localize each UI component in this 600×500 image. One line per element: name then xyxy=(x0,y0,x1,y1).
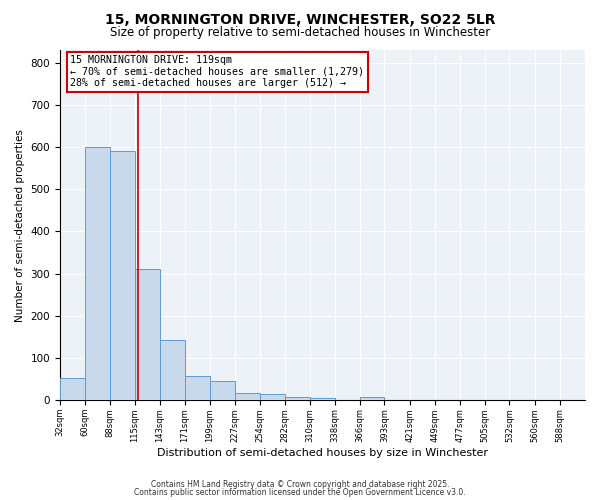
Bar xyxy=(235,393,260,400)
Text: 15 MORNINGTON DRIVE: 119sqm
← 70% of semi-detached houses are smaller (1,279)
28: 15 MORNINGTON DRIVE: 119sqm ← 70% of sem… xyxy=(70,56,364,88)
Bar xyxy=(210,382,235,400)
Bar xyxy=(110,152,134,400)
X-axis label: Distribution of semi-detached houses by size in Winchester: Distribution of semi-detached houses by … xyxy=(157,448,488,458)
Text: Size of property relative to semi-detached houses in Winchester: Size of property relative to semi-detach… xyxy=(110,26,490,39)
Text: Contains HM Land Registry data © Crown copyright and database right 2025.: Contains HM Land Registry data © Crown c… xyxy=(151,480,449,489)
Text: Contains public sector information licensed under the Open Government Licence v3: Contains public sector information licen… xyxy=(134,488,466,497)
Bar xyxy=(310,398,335,400)
Bar xyxy=(134,268,160,400)
Bar xyxy=(360,397,385,400)
Bar xyxy=(85,147,110,401)
Bar xyxy=(160,340,185,400)
Bar xyxy=(60,378,85,400)
Y-axis label: Number of semi-detached properties: Number of semi-detached properties xyxy=(15,128,25,322)
Bar xyxy=(284,397,310,400)
Bar xyxy=(260,394,284,400)
Bar xyxy=(185,376,210,400)
Text: 15, MORNINGTON DRIVE, WINCHESTER, SO22 5LR: 15, MORNINGTON DRIVE, WINCHESTER, SO22 5… xyxy=(105,12,495,26)
